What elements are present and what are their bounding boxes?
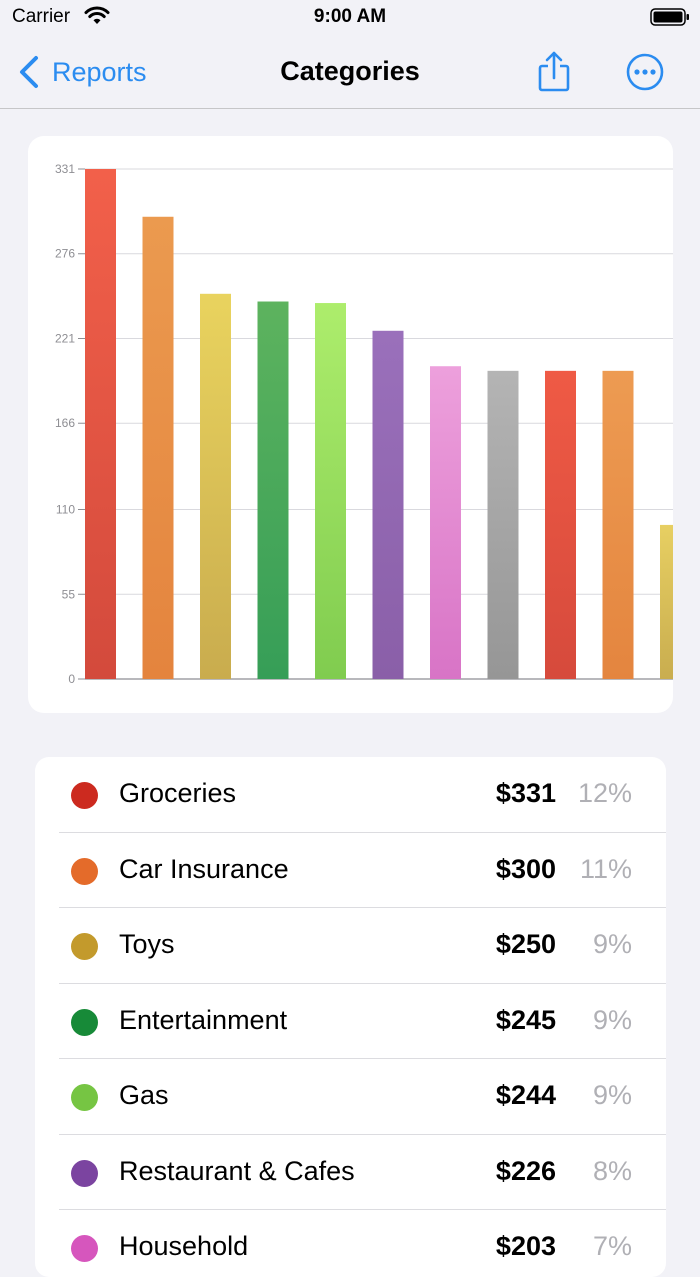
list-item[interactable]: Groceries $331 12% bbox=[35, 757, 666, 833]
category-name: Gas bbox=[119, 1080, 169, 1110]
navigation-bar: Reports Categories bbox=[0, 36, 700, 109]
list-item[interactable]: Toys $250 9% bbox=[35, 908, 666, 984]
back-button-label: Reports bbox=[52, 56, 147, 87]
bar-8[interactable] bbox=[487, 370, 519, 679]
category-amount: $203 bbox=[495, 1231, 556, 1261]
category-color-dot bbox=[71, 933, 98, 960]
y-tick-label: 331 bbox=[55, 162, 75, 176]
share-icon[interactable] bbox=[536, 50, 572, 92]
list-item[interactable]: Car Insurance $300 11% bbox=[35, 833, 666, 909]
category-name: Household bbox=[119, 1231, 249, 1261]
category-amount: $250 bbox=[495, 929, 556, 959]
category-percent: 9% bbox=[592, 1080, 632, 1110]
bar-6[interactable] bbox=[372, 330, 404, 679]
bar-9[interactable] bbox=[545, 370, 576, 679]
bar-3[interactable] bbox=[200, 293, 231, 679]
y-tick-label: 110 bbox=[56, 503, 75, 517]
category-color-dot bbox=[71, 1084, 98, 1111]
status-bar: Carrier 9:00 AM bbox=[0, 0, 700, 36]
category-percent: 9% bbox=[592, 1004, 632, 1035]
y-tick-label: 55 bbox=[62, 587, 76, 601]
category-color-dot bbox=[71, 782, 98, 809]
bar-4[interactable] bbox=[257, 301, 289, 679]
category-percent: 8% bbox=[592, 1155, 632, 1186]
category-name: Car Insurance bbox=[119, 853, 289, 884]
category-percent: 9% bbox=[592, 929, 632, 959]
clock: 9:00 AM bbox=[313, 6, 387, 27]
bar-11[interactable] bbox=[660, 524, 673, 679]
chart-card: 0 55 110 166 221 276 331 bbox=[28, 136, 673, 713]
category-list: Groceries $331 12% Car Insurance $300 11% Toys… bbox=[35, 757, 666, 1277]
category-name: Toys bbox=[119, 929, 175, 959]
bar-10[interactable] bbox=[602, 370, 634, 679]
category-color-dot bbox=[71, 1235, 98, 1262]
bar-chart: 0 55 110 166 221 276 331 bbox=[55, 162, 673, 686]
category-color-dot bbox=[71, 1159, 98, 1187]
wifi-icon bbox=[84, 6, 110, 24]
category-name: Restaurant & Cafes bbox=[119, 1155, 355, 1186]
category-color-dot bbox=[71, 1008, 98, 1036]
category-amount: $300 bbox=[495, 853, 556, 884]
category-amount: $331 bbox=[495, 778, 556, 808]
bar-1[interactable] bbox=[85, 169, 116, 679]
y-tick-label: 166 bbox=[55, 416, 75, 430]
bar-2[interactable] bbox=[142, 216, 174, 679]
category-percent: 12% bbox=[577, 778, 632, 808]
back-button[interactable]: Reports bbox=[18, 54, 147, 90]
carrier-label: Carrier bbox=[12, 6, 71, 27]
category-amount: $244 bbox=[495, 1080, 556, 1110]
battery-icon bbox=[650, 8, 689, 26]
list-item[interactable]: Entertainment $245 9% bbox=[35, 984, 666, 1060]
y-tick-label: 221 bbox=[55, 331, 75, 345]
list-item[interactable]: Gas $244 9% bbox=[35, 1059, 666, 1135]
category-amount: $245 bbox=[495, 1004, 556, 1035]
bar-5[interactable] bbox=[315, 303, 346, 679]
category-name: Entertainment bbox=[119, 1004, 288, 1035]
category-amount: $226 bbox=[495, 1155, 556, 1186]
y-tick-label: 276 bbox=[55, 247, 75, 261]
category-percent: 7% bbox=[592, 1231, 632, 1261]
category-name: Groceries bbox=[119, 778, 237, 808]
category-color-dot bbox=[71, 857, 98, 885]
category-percent: 11% bbox=[579, 853, 632, 884]
bar-7[interactable] bbox=[430, 366, 461, 679]
chevron-left-icon bbox=[20, 56, 38, 88]
y-tick-label: 0 bbox=[68, 672, 75, 686]
list-item[interactable]: Restaurant & Cafes $226 8% bbox=[35, 1135, 666, 1211]
more-options-icon[interactable] bbox=[625, 52, 665, 92]
